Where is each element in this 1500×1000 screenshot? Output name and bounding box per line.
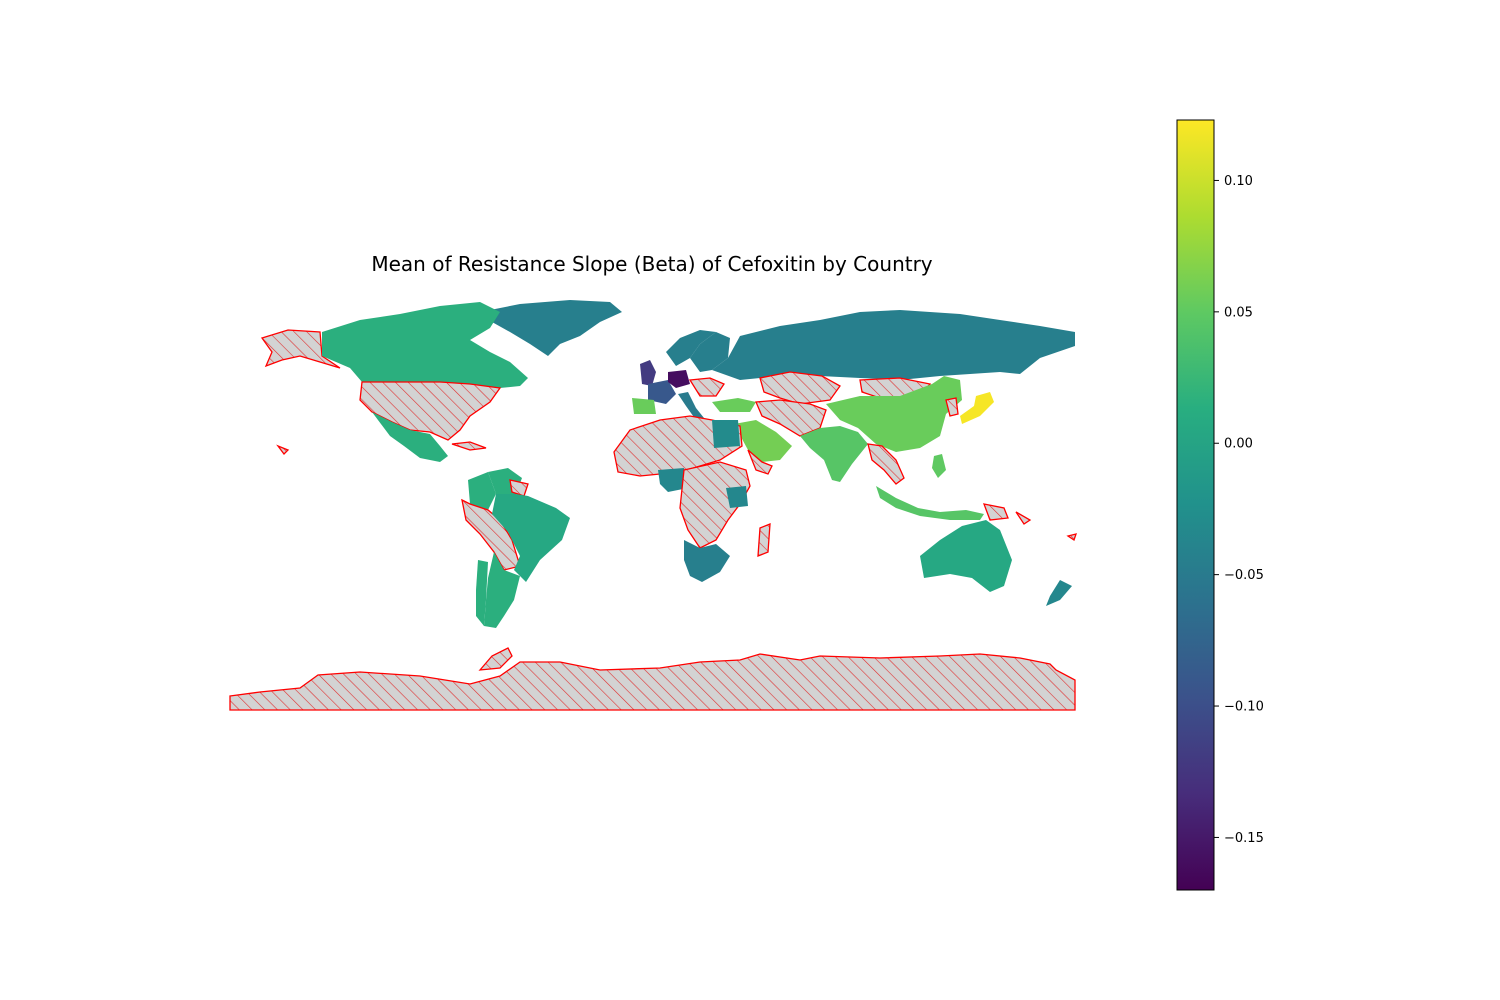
country-japan	[960, 392, 994, 424]
country-cuba	[451, 441, 487, 451]
country-argentina	[484, 552, 520, 628]
country-greenland	[480, 300, 622, 356]
country-mexico	[372, 412, 448, 462]
country-canada	[322, 302, 528, 388]
country-india	[800, 426, 868, 482]
country-germany	[668, 370, 690, 388]
country-brazil	[492, 494, 570, 582]
country-turkey	[712, 398, 756, 412]
country-antarctic-peninsula	[478, 647, 513, 671]
island-pacific-2	[1066, 533, 1077, 542]
colorbar-ticks: 0.10 0.05 0.00 −0.05 −0.10 −0.15	[1214, 174, 1264, 846]
country-alaska	[260, 329, 341, 369]
country-saudi-arabia	[734, 420, 792, 462]
country-korea	[945, 397, 959, 417]
country-italy	[678, 392, 704, 420]
country-nigeria	[658, 468, 688, 492]
colorbar-tick-label: 0.05	[1224, 305, 1253, 320]
country-yemen-horn	[747, 449, 773, 475]
colorbar-tick-label: −0.05	[1224, 568, 1264, 583]
world-map	[229, 300, 1077, 711]
country-png	[982, 503, 1009, 521]
country-morocco-sahara	[613, 415, 743, 477]
country-uk	[640, 360, 656, 386]
country-indonesia	[876, 486, 984, 520]
country-china	[826, 376, 962, 452]
colorbar-tick-label: −0.15	[1224, 831, 1264, 846]
country-australia	[920, 520, 1012, 592]
island-hawaii	[276, 444, 290, 455]
colorbar-tick-label: −0.10	[1224, 700, 1264, 715]
country-egypt	[712, 420, 740, 448]
country-central-africa	[679, 461, 751, 549]
country-kenya	[726, 486, 748, 508]
country-spain	[632, 398, 656, 414]
chart-title: Mean of Resistance Slope (Beta) of Cefox…	[371, 252, 932, 276]
country-russia	[712, 310, 1075, 380]
country-sweden-finland	[690, 332, 730, 372]
country-philippines	[932, 454, 946, 478]
country-eastern-europe	[688, 377, 725, 397]
country-france	[648, 380, 676, 404]
colorbar: 0.10 0.05 0.00 −0.05 −0.10 −0.15	[1176, 119, 1264, 891]
country-norway	[666, 330, 716, 366]
country-usa	[359, 381, 502, 441]
country-colombia	[468, 472, 496, 510]
country-south-africa	[684, 540, 730, 582]
colorbar-tick-label: 0.10	[1224, 174, 1253, 189]
country-kazakhstan	[759, 371, 841, 405]
country-madagascar	[757, 523, 771, 557]
country-southeast-asia	[867, 443, 905, 485]
country-antarctica	[229, 653, 1076, 711]
country-chile	[476, 560, 488, 626]
colorbar-tick-label: 0.00	[1224, 437, 1253, 452]
colorbar-gradient	[1176, 119, 1215, 891]
island-pacific-1	[1015, 511, 1032, 525]
country-new-zealand	[1046, 580, 1072, 606]
